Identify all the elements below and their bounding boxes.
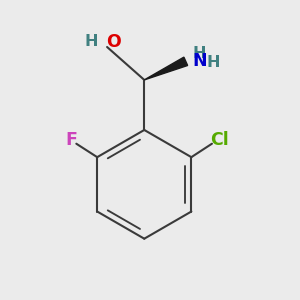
Text: O: O xyxy=(106,33,120,51)
Text: H: H xyxy=(193,46,206,61)
Text: H: H xyxy=(206,55,220,70)
Text: H: H xyxy=(85,34,98,49)
Text: N: N xyxy=(192,52,207,70)
Text: Cl: Cl xyxy=(210,131,229,149)
Text: F: F xyxy=(65,131,77,149)
Polygon shape xyxy=(144,57,188,80)
